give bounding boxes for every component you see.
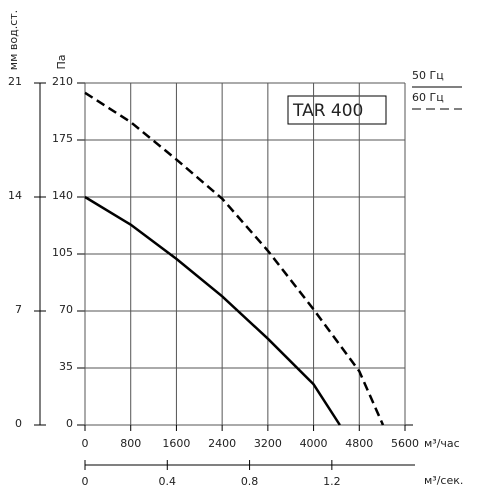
x-tick-label: 1600 (162, 437, 190, 450)
series-line (84, 195, 341, 426)
x2-tick-label: 0 (82, 475, 89, 488)
x-tick-label: 5600 (391, 437, 419, 450)
x-tick-label: 3200 (254, 437, 282, 450)
y-tick-label: 210 (52, 75, 73, 88)
legend-label: 60 Гц (412, 91, 444, 104)
y-tick-label: 70 (59, 303, 73, 316)
y-tick-label: 0 (66, 417, 73, 430)
x-tick-label: 800 (120, 437, 141, 450)
y2-axis-label: мм вод.ст. (7, 10, 20, 70)
series-line (84, 91, 385, 426)
x2-tick-label: 0.8 (241, 475, 259, 488)
x-tick-label: 2400 (208, 437, 236, 450)
x-axis-label: м³/час (424, 437, 460, 450)
y2-tick-label: 21 (8, 75, 22, 88)
title-box (287, 95, 387, 125)
y-tick-label: 175 (52, 132, 73, 145)
x2-tick-label: 1.2 (323, 475, 341, 488)
y2-tick-label: 7 (15, 303, 22, 316)
x2-tick-label: 0.4 (159, 475, 177, 488)
y-tick-label: 105 (52, 246, 73, 259)
y-axis-label: Па (55, 54, 68, 69)
y2-tick-label: 14 (8, 189, 22, 202)
x2-axis-label: м³/сек. (424, 474, 463, 487)
legend-label: 50 Гц (412, 69, 444, 82)
y-tick-label: 35 (59, 360, 73, 373)
x-tick-label: 4000 (300, 437, 328, 450)
y-tick-label: 140 (52, 189, 73, 202)
chart-title: TAR 400 (292, 101, 363, 121)
y2-tick-label: 0 (15, 417, 22, 430)
x-tick-label: 0 (82, 437, 89, 450)
x-tick-label: 4800 (345, 437, 373, 450)
